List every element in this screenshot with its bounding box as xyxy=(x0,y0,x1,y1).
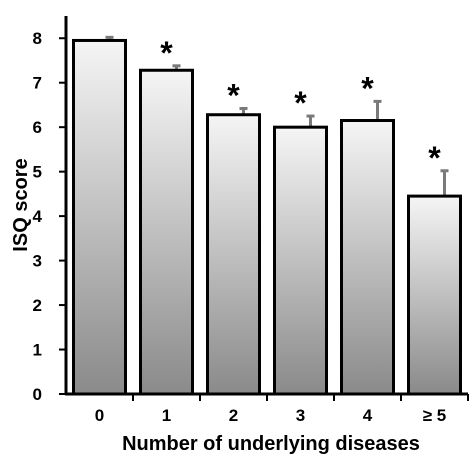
bar xyxy=(273,125,328,396)
bar xyxy=(407,194,462,396)
bar xyxy=(206,113,261,396)
x-tick-label: 1 xyxy=(162,406,171,425)
y-tick-label: 2 xyxy=(33,296,42,315)
x-tick-label: 0 xyxy=(95,406,104,425)
y-tick-label: 0 xyxy=(33,385,42,404)
significance-mark: * xyxy=(160,35,173,71)
y-tick-label: 1 xyxy=(33,341,42,360)
significance-mark: * xyxy=(294,85,307,121)
bar xyxy=(139,68,194,396)
tick-labels: 0 1 2 3 4 5 6 7 8 0 1 2 3 4 ≥ 5 xyxy=(33,29,447,425)
y-tick-label: 6 xyxy=(33,118,42,137)
significance-mark: * xyxy=(428,140,441,176)
x-tick-label: 2 xyxy=(229,406,238,425)
y-tick-label: 5 xyxy=(33,163,42,182)
y-axis-title: ISQ score xyxy=(10,158,32,251)
y-tick-label: 8 xyxy=(33,29,42,48)
significance-mark: * xyxy=(227,77,240,113)
bar xyxy=(340,119,395,396)
significance-mark: * xyxy=(361,70,374,106)
x-tick-label: 4 xyxy=(363,406,373,425)
y-tick-label: 7 xyxy=(33,74,42,93)
y-tick-label: 4 xyxy=(33,207,43,226)
x-axis-title: Number of underlying diseases xyxy=(122,433,420,455)
bars: * * * * * xyxy=(72,35,462,396)
axes xyxy=(59,16,469,401)
y-tick-label: 3 xyxy=(33,252,42,271)
x-tick-label: ≥ 5 xyxy=(423,406,447,425)
x-tick-label: 3 xyxy=(296,406,305,425)
bar xyxy=(72,38,127,396)
